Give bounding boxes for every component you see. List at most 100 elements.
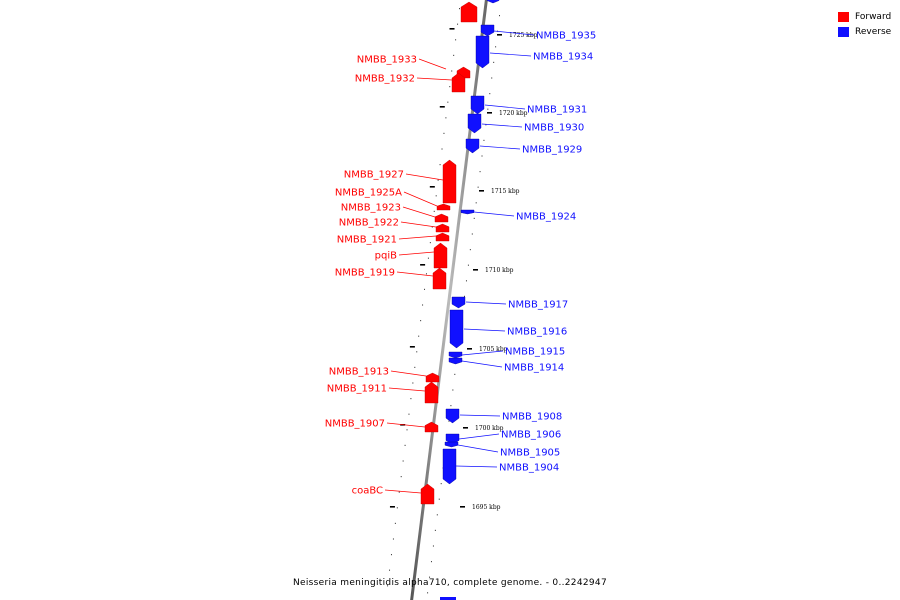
reverse-gene-label: NMBB_1929 [522, 145, 582, 156]
scale-dot [404, 444, 406, 446]
major-tick [449, 28, 455, 30]
forward-label-leader [384, 489, 422, 494]
reverse-gene-label: NMBB_1914 [504, 363, 564, 374]
reverse-label-leader [461, 360, 503, 368]
reverse-gene-arrow [448, 351, 463, 359]
kbp-tick-mark [460, 506, 465, 508]
scale-dot [389, 569, 391, 571]
scale-dot [424, 288, 426, 290]
forward-label-leader [416, 77, 453, 81]
scale-dot [447, 101, 449, 103]
kbp-tick-mark [479, 190, 484, 192]
reverse-gene-arrow [449, 309, 464, 349]
scale-dot [408, 413, 410, 415]
genome-caption: Neisseria meningitidis alpha710, complet… [293, 578, 607, 588]
reverse-gene-arrow [451, 296, 466, 309]
forward-gene-arrow [433, 242, 448, 269]
reverse-label-leader [479, 145, 521, 150]
scale-dot [452, 389, 454, 391]
forward-label-leader [405, 173, 444, 181]
legend: Forward Reverse [838, 9, 891, 39]
reverse-gene-label: NMBB_1931 [527, 105, 587, 116]
forward-gene-label: NMBB_1921 [337, 235, 397, 246]
reverse-gene-arrow [475, 35, 490, 69]
forward-gene-arrow [425, 372, 440, 383]
scale-dot [416, 351, 418, 353]
reverse-swatch [838, 26, 849, 37]
reverse-gene-label: NMBB_1935 [536, 31, 596, 42]
kbp-tick-label: 1695 kbp [472, 504, 501, 511]
scale-dot [433, 210, 435, 212]
genes [420, 0, 500, 600]
forward-gene-arrow [434, 213, 449, 223]
reverse-gene-arrow [480, 24, 495, 37]
scale-dot [441, 148, 443, 150]
reverse-label-leader [457, 444, 499, 453]
kbp-tick-label: 1710 kbp [485, 267, 514, 274]
scale-dot [450, 405, 452, 407]
scale-dot [454, 373, 456, 375]
kbp-tick-mark [473, 269, 478, 271]
scale-dot [414, 366, 416, 368]
legend-label-reverse: Reverse [855, 26, 892, 37]
reverse-gene-label: NMBB_1930 [524, 123, 584, 134]
forward-label-leader [403, 191, 438, 207]
scale-dot [422, 304, 424, 306]
scale-dot [481, 155, 483, 157]
scale-dot [440, 483, 442, 485]
major-tick [420, 264, 426, 266]
scale-dot [400, 476, 402, 478]
label-leaders [384, 30, 535, 494]
scale-dot [459, 8, 461, 10]
reverse-gene-arrow [465, 138, 480, 154]
scale-dot [427, 257, 429, 259]
forward-gene-arrow [424, 421, 439, 433]
scale-dot [464, 295, 466, 297]
scale-dot [438, 498, 440, 500]
forward-gene-label: NMBB_1907 [325, 419, 385, 430]
reverse-label-leader [465, 301, 507, 305]
forward-gene-arrow [435, 223, 450, 233]
scale-dot [390, 554, 392, 556]
scale-dot [485, 124, 487, 126]
forward-gene-label: NMBB_1919 [335, 268, 395, 279]
scale-dot [387, 585, 389, 587]
scale-dot [489, 93, 491, 95]
forward-label-leader [400, 221, 437, 228]
scale-dot [467, 264, 469, 266]
scale-dot [394, 522, 396, 524]
reverse-gene-arrow [460, 209, 475, 215]
forward-label-leader [386, 422, 426, 428]
scale-dot [412, 382, 414, 384]
reverse-label-leader [461, 350, 504, 356]
scale-dot [451, 70, 453, 72]
scale-dot [443, 132, 445, 134]
legend-item-forward: Forward [838, 9, 891, 24]
scale-dot [445, 117, 447, 119]
scale-dot [491, 77, 493, 79]
scale-dot [396, 507, 398, 509]
scale-dot [448, 420, 450, 422]
forward-gene-label: NMBB_1927 [344, 170, 404, 181]
forward-gene-label: NMBB_1932 [355, 74, 415, 85]
forward-gene-label: pqiB [375, 251, 397, 262]
kbp-tick-label: 1725 kbp [509, 32, 538, 39]
kbp-tick-mark [467, 348, 472, 350]
scale-dot [449, 86, 451, 88]
major-tick [389, 506, 395, 508]
reverse-gene-label: NMBB_1908 [502, 412, 562, 423]
kbp-tick-mark [463, 427, 468, 429]
forward-gene-label: NMBB_1923 [341, 203, 401, 214]
scale-dot [420, 320, 422, 322]
reverse-gene-arrow [470, 95, 485, 115]
scale-dot [410, 398, 412, 400]
scale-dot [479, 171, 481, 173]
forward-gene-label: NMBB_1933 [357, 55, 417, 66]
forward-gene-label: coaBC [352, 486, 383, 497]
kbp-tick-label: 1705 kbp [479, 346, 508, 353]
scale-dot [392, 538, 394, 540]
kbp-tick-label: 1720 kbp [499, 110, 528, 117]
reverse-gene-label: NMBB_1924 [516, 212, 576, 223]
